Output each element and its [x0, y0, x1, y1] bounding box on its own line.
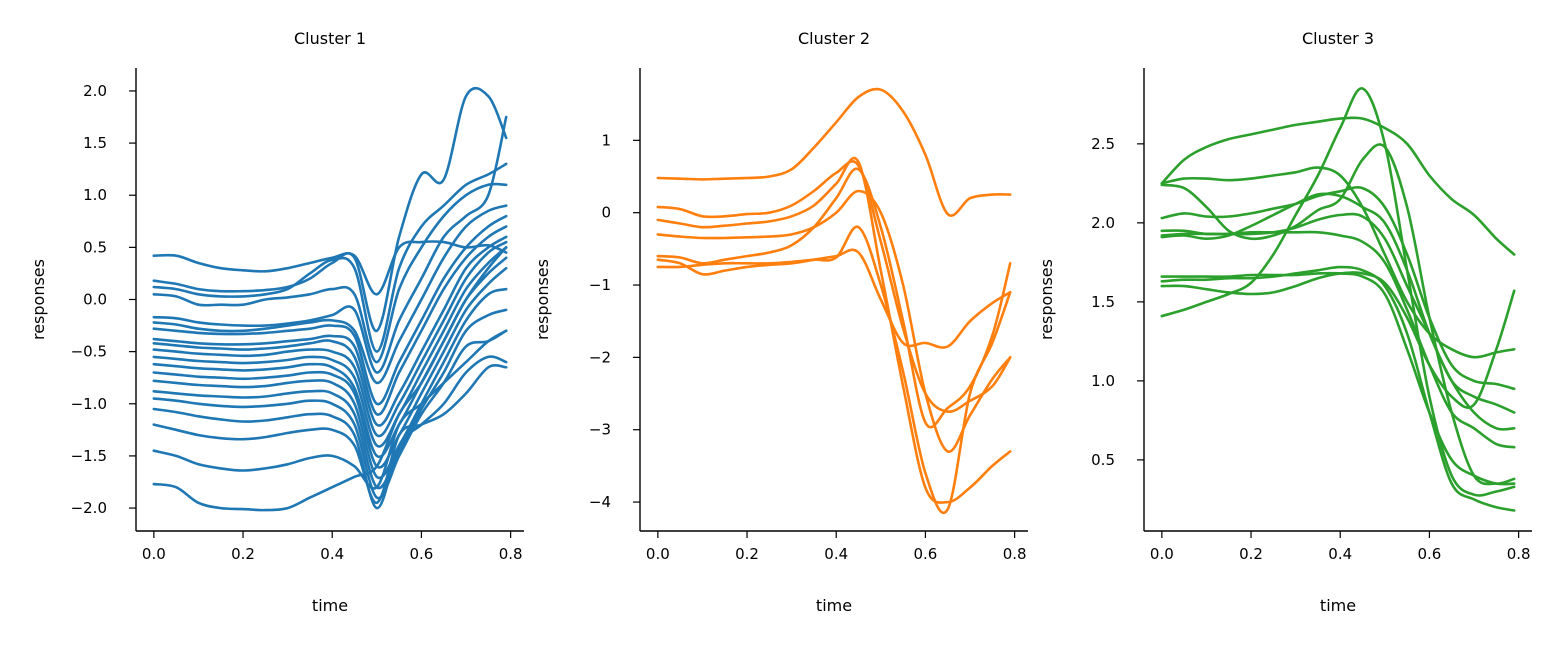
x-tick-label: 0.6	[1417, 545, 1441, 563]
x-axis-label: time	[312, 596, 348, 615]
series-line-4	[656, 189, 1012, 453]
x-tick-label: 0.4	[824, 545, 848, 563]
series-line-3	[1160, 186, 1516, 391]
y-axis-label: responses	[29, 259, 48, 340]
y-tick-label: −1.5	[71, 447, 107, 465]
y-tick-label: 0.0	[83, 291, 107, 309]
y-tick-label: 1	[601, 131, 611, 149]
x-tick-label: 0.2	[1239, 545, 1263, 563]
y-tick-label: 2.0	[83, 82, 107, 100]
series-line-2	[656, 160, 1012, 413]
x-tick-label: 0.2	[735, 545, 759, 563]
x-axis-label: time	[1320, 596, 1356, 615]
series-line-11	[1160, 271, 1516, 409]
panel-title: Cluster 1	[294, 29, 366, 48]
series-line-10	[152, 240, 508, 438]
series-line-1	[152, 240, 508, 296]
series-line-11	[152, 246, 508, 448]
series-line-7	[152, 214, 508, 406]
series-line-6	[1160, 192, 1516, 431]
x-tick-label: 0.6	[913, 545, 937, 563]
x-tick-label: 0.0	[646, 545, 670, 563]
series-line-6	[656, 225, 1012, 515]
y-tick-label: 0.5	[1091, 451, 1115, 469]
panel-title: Cluster 2	[798, 29, 870, 48]
x-tick-label: 0.0	[142, 545, 166, 563]
series-line-1	[656, 87, 1012, 217]
series-line-3	[152, 162, 508, 353]
x-tick-label: 0.2	[231, 545, 255, 563]
y-tick-label: −1.0	[71, 395, 107, 413]
series-line-2	[1160, 166, 1516, 359]
y-tick-label: 0.5	[83, 238, 107, 256]
series-line-5	[152, 115, 508, 374]
x-tick-label: 0.8	[499, 545, 523, 563]
series-line-8	[152, 225, 508, 416]
x-tick-label: 0.4	[320, 545, 344, 563]
series-line-7	[656, 248, 1012, 349]
series-line-14	[152, 287, 508, 480]
y-axis-label: responses	[533, 259, 552, 340]
series-line-17	[152, 355, 508, 510]
series-line-20	[152, 246, 508, 512]
series-line-5	[1160, 230, 1516, 449]
series-line-7	[1160, 143, 1516, 486]
y-tick-label: 1.5	[83, 134, 107, 152]
series-line-2	[152, 86, 508, 333]
x-tick-label: 0.4	[1328, 545, 1352, 563]
y-tick-label: 1.0	[1091, 372, 1115, 390]
series-line-15	[152, 308, 508, 490]
y-tick-label: 0	[601, 204, 611, 222]
x-axis-label: time	[816, 596, 852, 615]
series-line-1	[1160, 116, 1516, 256]
y-tick-label: 2.5	[1091, 135, 1115, 153]
series-line-16	[152, 329, 508, 500]
x-tick-label: 0.8	[1003, 545, 1027, 563]
series-line-9	[152, 235, 508, 427]
series-line-4	[152, 182, 508, 364]
x-tick-label: 0.6	[409, 545, 433, 563]
y-axis-label: responses	[1037, 259, 1056, 340]
series-line-19	[152, 329, 508, 490]
chart-panel-3: Cluster 3 0.0 0.2 0.4 0.6 0.8 0.5 1.0 1.5 2.0 2.5 t…	[1037, 29, 1532, 615]
series-line-18	[152, 364, 508, 505]
panel-title: Cluster 3	[1302, 29, 1374, 48]
series-line-13	[152, 266, 508, 469]
y-tick-label: 1.0	[83, 186, 107, 204]
y-tick-label: −2.0	[71, 499, 107, 517]
y-tick-label: −2	[589, 348, 611, 366]
series-line-5	[656, 167, 1012, 429]
y-tick-label: −4	[589, 493, 611, 511]
y-tick-label: −1	[589, 276, 611, 294]
series-line-6	[152, 204, 508, 385]
y-tick-label: 1.5	[1091, 293, 1115, 311]
x-tick-label: 0.8	[1507, 545, 1531, 563]
y-tick-label: 2.0	[1091, 214, 1115, 232]
x-tick-label: 0.0	[1150, 545, 1174, 563]
y-tick-label: −0.5	[71, 343, 107, 361]
chart-panel-2: Cluster 2 0.0 0.2 0.4 0.6 0.8 −4 −3 −2 −1 0 1 time re…	[533, 29, 1028, 615]
series-line-10	[1160, 265, 1516, 512]
y-tick-label: −3	[589, 421, 611, 439]
series-line-8	[1160, 87, 1516, 497]
chart-panel-1: Cluster 1 0.0 0.2 0.4 0.6 0.8 −2.0 −1.5 −1.0 −0.5…	[29, 29, 524, 615]
